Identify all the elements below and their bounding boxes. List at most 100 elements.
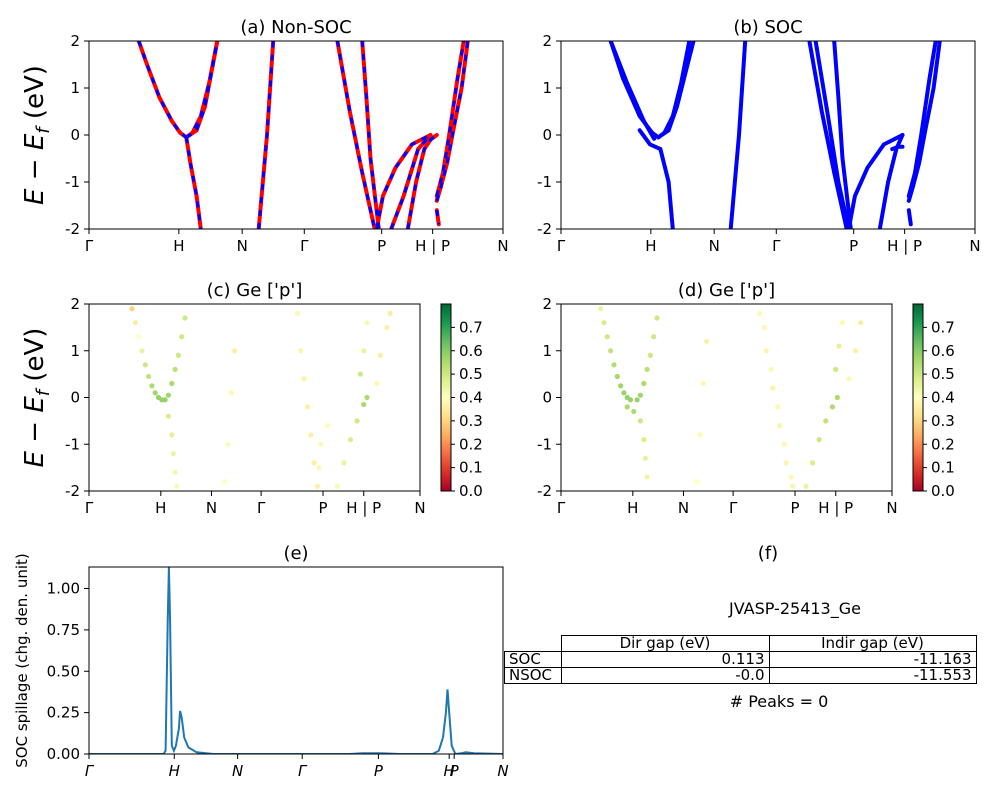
- colorbar-tick-label: 0.2: [459, 435, 483, 453]
- table-row-label: SOC: [504, 651, 562, 668]
- band-line: [184, 41, 220, 140]
- scatter-point: [631, 408, 637, 415]
- scatter-points-d: [598, 306, 864, 489]
- table-row: NSOC -0.0 -11.553: [504, 667, 977, 684]
- scatter-point: [803, 483, 809, 489]
- y-tick-label: 1.00: [47, 580, 80, 598]
- band-line: [435, 41, 470, 202]
- colorbar-d: [912, 303, 924, 492]
- band-line: [846, 133, 905, 229]
- scatter-point: [377, 352, 383, 358]
- scatter-point: [314, 483, 320, 489]
- x-tick-label: P: [318, 499, 327, 517]
- colorbar-tick-label: 0.7: [459, 318, 483, 336]
- scatter-point: [324, 423, 330, 429]
- x-tick-label: Γ: [257, 499, 266, 517]
- y-axis-label: SOC spillage (chg. den. unit): [13, 553, 31, 768]
- scatter-point: [618, 383, 624, 389]
- scatter-point: [169, 380, 175, 387]
- scatter-point: [129, 306, 135, 312]
- band-lines-a: [136, 41, 470, 229]
- scatter-point: [316, 465, 322, 471]
- colorbar-tick-label: 0.6: [931, 342, 955, 360]
- y-tick-label: 1: [542, 342, 552, 360]
- band-line: [360, 41, 381, 229]
- scatter-point: [598, 306, 604, 312]
- band-line: [185, 41, 219, 139]
- y-tick-label: 1: [70, 79, 80, 97]
- scatter-point: [169, 432, 175, 438]
- scatter-point: [694, 479, 700, 485]
- x-tick-label: N: [414, 499, 425, 517]
- scatter-point: [146, 373, 152, 380]
- scatter-point: [858, 320, 864, 326]
- scatter-point: [763, 348, 769, 354]
- x-tick-label: Γ: [85, 237, 94, 255]
- scatter-point: [174, 483, 180, 489]
- scatter-point: [357, 371, 363, 377]
- scatter-point: [775, 404, 781, 410]
- band-line: [906, 208, 913, 227]
- colorbar-tick-label: 0.5: [931, 365, 955, 383]
- x-tick-label: H: [645, 237, 656, 255]
- scatter-point: [637, 418, 644, 424]
- scatter-point: [700, 380, 706, 387]
- scatter-point: [132, 320, 138, 326]
- y-tick-label: 2: [70, 32, 80, 50]
- y-tick-label: -1: [537, 173, 552, 191]
- scatter-point: [225, 441, 231, 447]
- x-tick-label: P: [790, 499, 799, 517]
- x-tick-label: H | P: [887, 237, 922, 255]
- scatter-point: [654, 315, 660, 321]
- x-tick-label: Γ: [729, 499, 738, 517]
- x-tick-label: N: [886, 499, 897, 517]
- table-caption: JVASP-25413_Ge: [728, 599, 861, 619]
- colorbar-tick-label: 0.4: [459, 389, 483, 407]
- scatter-point: [170, 451, 176, 457]
- axes-frame-e: [88, 566, 504, 755]
- band-line: [807, 41, 849, 229]
- band-line: [406, 133, 438, 229]
- scatter-point: [641, 437, 647, 443]
- axes-frame-a: [88, 40, 504, 230]
- table-cell-indir: -11.553: [768, 667, 977, 684]
- x-tick-label: Γ: [298, 762, 308, 780]
- spillage-line: [89, 567, 503, 754]
- scatter-point: [172, 366, 178, 372]
- x-tick-label: Γ: [300, 237, 309, 255]
- y-tick-label: 2: [542, 32, 552, 50]
- scatter-point: [142, 362, 148, 368]
- x-tick-label: H | P: [415, 237, 450, 255]
- colorbar-tick-label: 0.1: [459, 459, 483, 477]
- scatter-point: [341, 460, 347, 466]
- x-tick-label: H | P: [346, 499, 381, 517]
- scatter-point: [364, 394, 370, 401]
- scatter-point: [762, 324, 768, 330]
- scatter-point: [172, 469, 178, 475]
- axes-frame-c: [88, 303, 421, 492]
- scatter-point: [816, 437, 822, 443]
- table-col-indir: Indir gap (eV): [768, 635, 977, 652]
- scatter-point: [294, 310, 301, 316]
- colorbar-tick-label: 0.4: [931, 389, 955, 407]
- scatter-point: [624, 404, 630, 410]
- panel-title-b: (b) SOC: [733, 17, 802, 38]
- x-tick-label: Γ: [772, 237, 781, 255]
- y-tick-label: 1: [542, 79, 552, 97]
- scatter-point: [334, 483, 340, 489]
- table-col-dir: Dir gap (eV): [560, 635, 770, 652]
- scatter-point: [604, 334, 610, 340]
- scatter-point: [788, 474, 794, 480]
- scatter-point: [374, 380, 380, 387]
- scatter-point: [149, 383, 155, 389]
- scatter-point: [810, 460, 816, 466]
- x-tick-label: N: [237, 237, 248, 255]
- y-tick-label: 0: [70, 389, 80, 407]
- colorbar-tick-label: 0.3: [931, 412, 955, 430]
- colorbar-tick-label: 0.6: [459, 342, 483, 360]
- scatter-point: [182, 315, 188, 321]
- scatter-point: [651, 334, 657, 340]
- scatter-point: [770, 385, 776, 391]
- colorbar-tick-label: 0.0: [459, 482, 483, 500]
- x-tick-label: H: [169, 762, 180, 780]
